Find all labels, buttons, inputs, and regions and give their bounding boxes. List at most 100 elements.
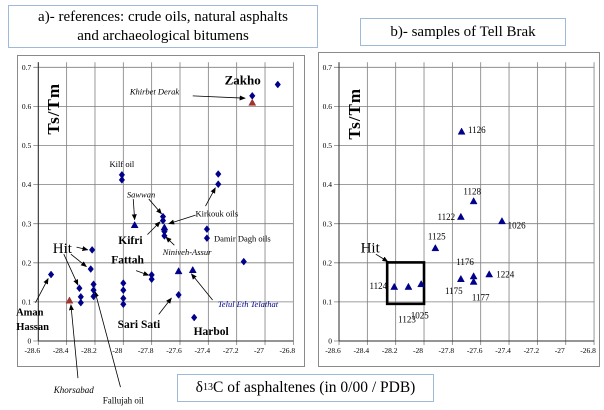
- x-tick-label: -27.2: [524, 346, 540, 355]
- chart-annotation: Fallujah oil: [103, 396, 145, 406]
- annotation-arrow: [131, 199, 137, 221]
- x-tick-label: -28.2: [81, 346, 97, 355]
- annotation-arrow: [168, 214, 196, 225]
- x-tick-label: -27.8: [439, 346, 455, 355]
- data-point: [120, 286, 127, 295]
- y-tick-label: 0: [328, 337, 332, 346]
- x-tick-label: -27.8: [138, 346, 154, 355]
- annotation-arrow: [205, 187, 216, 207]
- panel-a-title: a)- references: crude oils, natural asph…: [8, 5, 318, 48]
- chart-annotation: Khirbet Derak: [129, 87, 180, 97]
- chart-annotation: Hit: [361, 240, 381, 256]
- x-tick-label: -28.6: [24, 346, 40, 355]
- chart-annotation: 1122: [438, 212, 456, 222]
- x-tick-label: -28: [112, 346, 122, 355]
- chart-annotation: 1175: [445, 286, 463, 296]
- panel-a-title-line1: a)- references: crude oils, natural asph…: [38, 8, 288, 25]
- data-point: [431, 244, 440, 252]
- y-tick-label: 0.5: [22, 141, 32, 150]
- data-point: [191, 313, 198, 322]
- chart-tell-brak-canvas: -28.6 -28.4 -28.2 -28 -27.8 -27.6 -27.4 -27.2 -2…: [318, 52, 600, 367]
- chart-annotation: 1224: [496, 270, 515, 280]
- data-point: [47, 270, 55, 279]
- x-tick-label: -28.6: [325, 346, 341, 355]
- chart-annotation: 1176: [456, 257, 474, 267]
- data-point: [215, 180, 222, 189]
- panel-a-title-line2: and archaeological bitumens: [77, 27, 249, 44]
- y-tick-label: 0.6: [22, 102, 32, 111]
- annotation-arrow: [63, 254, 79, 286]
- data-point: [390, 282, 399, 290]
- annotation-arrow: [158, 297, 172, 315]
- data-point: [456, 212, 465, 220]
- data-point: [240, 257, 247, 266]
- y-tick-label: 0.2: [323, 258, 333, 267]
- x-tick-label: -27.6: [467, 346, 483, 355]
- x-tick-label: -28.4: [354, 346, 370, 355]
- chart-annotation: 1128: [463, 186, 481, 196]
- chart-annotation: 1124: [370, 281, 388, 291]
- data-point: [175, 290, 182, 299]
- chart-references: -28.6 -28.4 -28.2 -28 -27.8 -27.6 -27.4 -27.2 -2…: [16, 55, 305, 406]
- chart-annotation: Kifri: [118, 235, 143, 247]
- data-point: [417, 279, 426, 288]
- annotation-arrow: [148, 198, 162, 215]
- x-tick-label: -27: [555, 346, 565, 355]
- data-point: [90, 292, 97, 301]
- chart-annotation: 1025: [411, 310, 430, 320]
- annotation-arrow: [70, 253, 87, 268]
- data-point: [203, 225, 211, 234]
- data-point: [249, 91, 256, 100]
- highlight-box: [385, 261, 426, 306]
- data-point: [469, 197, 478, 205]
- chart-annotation: 1177: [472, 292, 490, 302]
- x-axis-label-box: δ 13 C of asphaltenes (in 0/00 / PDB): [177, 374, 434, 402]
- data-point: [215, 170, 222, 178]
- chart-annotation: Telul Eth Telathat: [218, 299, 279, 309]
- annotation-arrow: [165, 236, 175, 246]
- data-point: [130, 220, 139, 229]
- delta-symbol: δ: [195, 379, 203, 396]
- data-point: [404, 282, 413, 290]
- y-tick-label: 0.4: [22, 180, 32, 189]
- chart-border: [318, 52, 600, 367]
- data-point: [87, 265, 94, 273]
- data-point: [65, 296, 74, 304]
- data-point: [159, 216, 167, 225]
- chart-border: [17, 55, 305, 367]
- data-point: [174, 267, 183, 275]
- data-point: [485, 270, 494, 278]
- y-tick-label: 0.5: [323, 141, 333, 150]
- x-tick-label: -27.4: [495, 346, 511, 355]
- annotation-arrow: [76, 246, 89, 252]
- y-tick-label: 0.4: [323, 180, 333, 189]
- data-point: [274, 80, 281, 89]
- data-point: [160, 223, 169, 231]
- data-point: [498, 217, 506, 225]
- y-tick-label: 0.1: [323, 298, 333, 307]
- y-tick-label: 0.2: [22, 258, 32, 267]
- x-tick-label: -27: [254, 346, 264, 355]
- chart-references-canvas: -28.6 -28.4 -28.2 -28 -27.8 -27.6 -27.4 -27.2 -2…: [16, 55, 305, 406]
- chart-annotation: Fattah: [111, 255, 144, 267]
- data-point: [161, 231, 168, 240]
- data-point: [469, 277, 478, 285]
- chart-annotation: Sari Sati: [118, 319, 161, 331]
- annotation-arrow: [93, 290, 121, 388]
- y-tick-label: 0: [28, 337, 32, 346]
- annotation-arrow: [192, 95, 246, 101]
- chart-annotation: Niniveh-Assur: [162, 247, 212, 257]
- panel-b-title-text: b)- samples of Tell Brak: [390, 23, 536, 40]
- data-point: [120, 300, 127, 309]
- annotation-arrow: [191, 273, 213, 301]
- data-point: [188, 265, 197, 273]
- y-tick-label: 0.3: [323, 219, 333, 228]
- chart-annotation: Harbol: [194, 326, 229, 338]
- data-point: [248, 98, 257, 106]
- chart-annotation: 1123: [398, 315, 416, 325]
- annotation-arrow: [375, 253, 389, 262]
- data-point: [76, 284, 83, 293]
- chart-annotation: Khorsabad: [53, 385, 95, 395]
- x-tick-label: -28.4: [53, 346, 69, 355]
- x-tick-label: -28.2: [382, 346, 398, 355]
